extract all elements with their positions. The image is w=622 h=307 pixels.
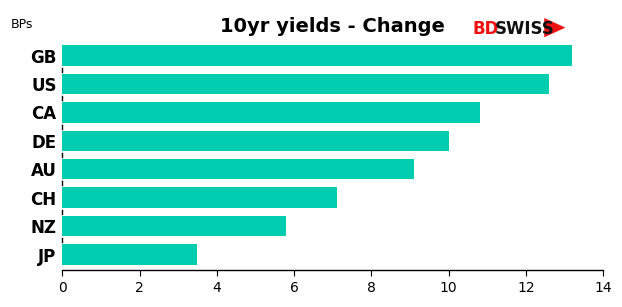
Bar [62, 244, 197, 265]
Title: 10yr yields - Change: 10yr yields - Change [220, 17, 445, 36]
Bar [62, 45, 572, 66]
Text: SWISS: SWISS [494, 20, 554, 38]
Polygon shape [544, 18, 565, 37]
Bar [62, 74, 549, 94]
Bar [62, 188, 337, 208]
Text: BD: BD [473, 20, 499, 38]
Text: BPs: BPs [11, 18, 33, 31]
Bar [62, 216, 286, 236]
Bar [62, 159, 414, 180]
Bar [62, 130, 448, 151]
Bar [62, 102, 480, 122]
